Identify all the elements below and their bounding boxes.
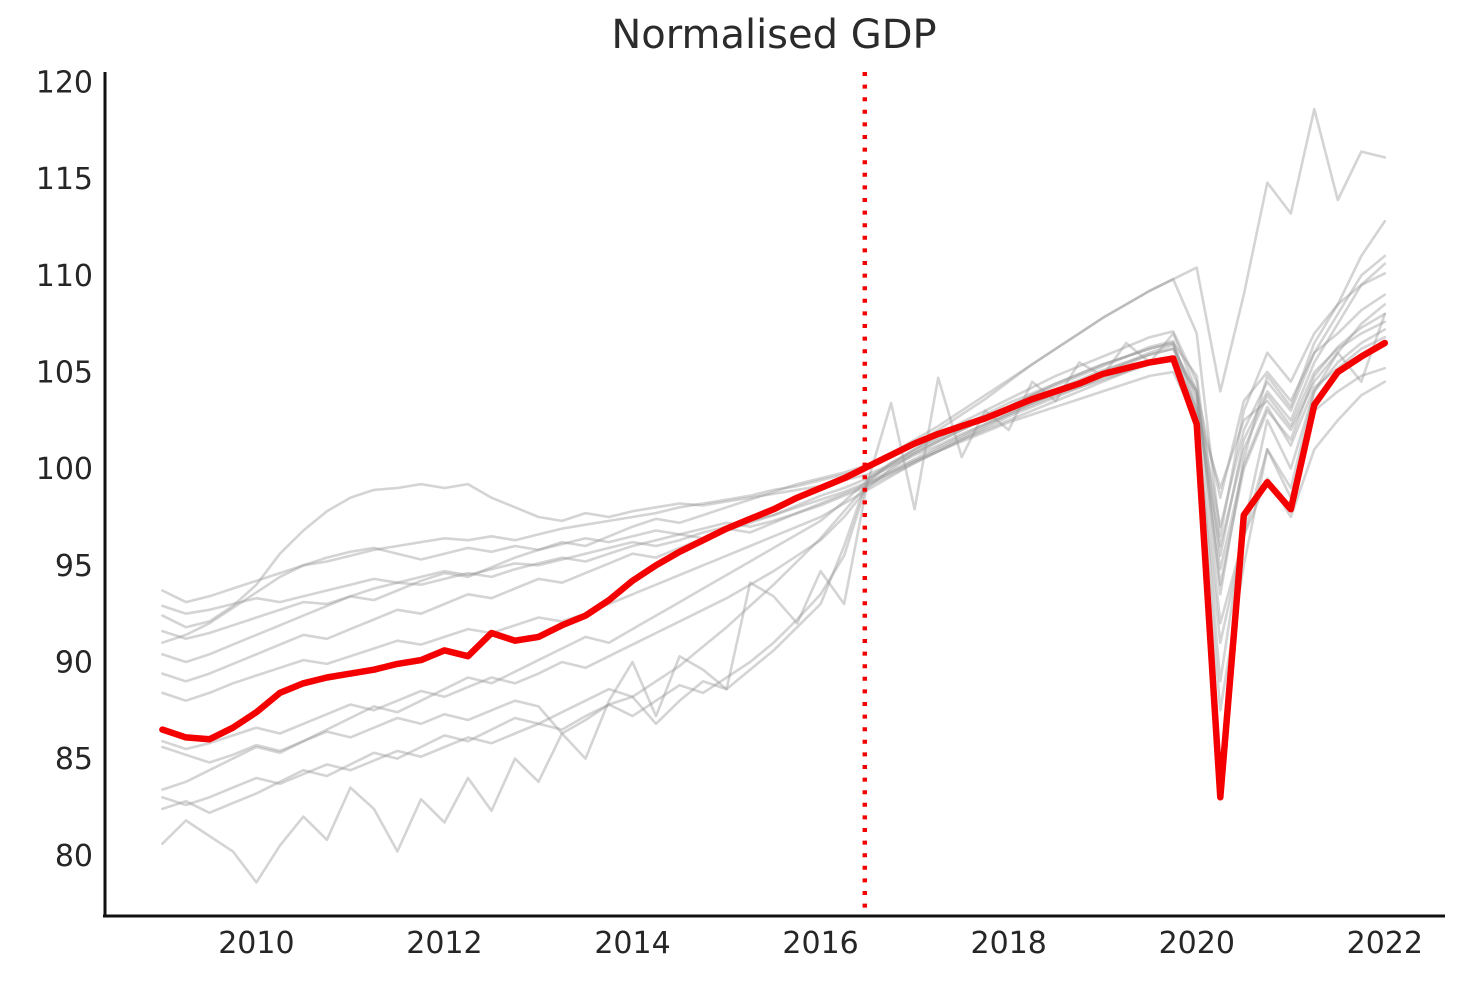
axes-group	[103, 72, 1445, 918]
y-tick-label: 110	[36, 259, 93, 294]
background-series-line-series-14	[161, 312, 1387, 884]
x-tick-label: 2020	[1159, 926, 1235, 961]
background-series-line-series-02	[161, 262, 1387, 629]
background-series-line-series-11	[161, 219, 1387, 791]
x-tick-label: 2014	[594, 926, 670, 961]
background-series-line-series-07	[161, 293, 1387, 683]
y-tick-label: 115	[36, 162, 93, 197]
x-tick-label: 2018	[970, 926, 1046, 961]
y-tick-label: 120	[36, 66, 93, 101]
background-series-line-series-01	[161, 107, 1387, 604]
main-series-group	[159, 339, 1389, 801]
y-tick-label: 90	[55, 645, 93, 680]
background-series-line-series-09	[161, 328, 1387, 751]
background-series-group	[161, 107, 1387, 884]
y-tick-label: 80	[55, 839, 93, 874]
y-tick-label: 85	[55, 742, 93, 777]
x-tick-label: 2016	[782, 926, 858, 961]
background-series-line-series-13	[161, 335, 1387, 815]
tick-labels-group: 80 85 90 95 100 105 110 115 120 2010 2012 2014 2016 2…	[36, 66, 1423, 961]
x-tick-label: 2022	[1347, 926, 1423, 961]
background-series-line-series-05	[161, 312, 1387, 644]
y-tick-label: 100	[36, 452, 93, 487]
background-series-line-series-03	[161, 254, 1387, 615]
y-tick-label: 105	[36, 356, 93, 391]
y-tick-label: 95	[55, 549, 93, 584]
x-tick-label: 2010	[218, 926, 294, 961]
x-tick-label: 2012	[406, 926, 482, 961]
chart-title: Normalised GDP	[611, 12, 936, 58]
main-series-line	[159, 339, 1389, 801]
background-series-line-series-06	[161, 272, 1387, 664]
